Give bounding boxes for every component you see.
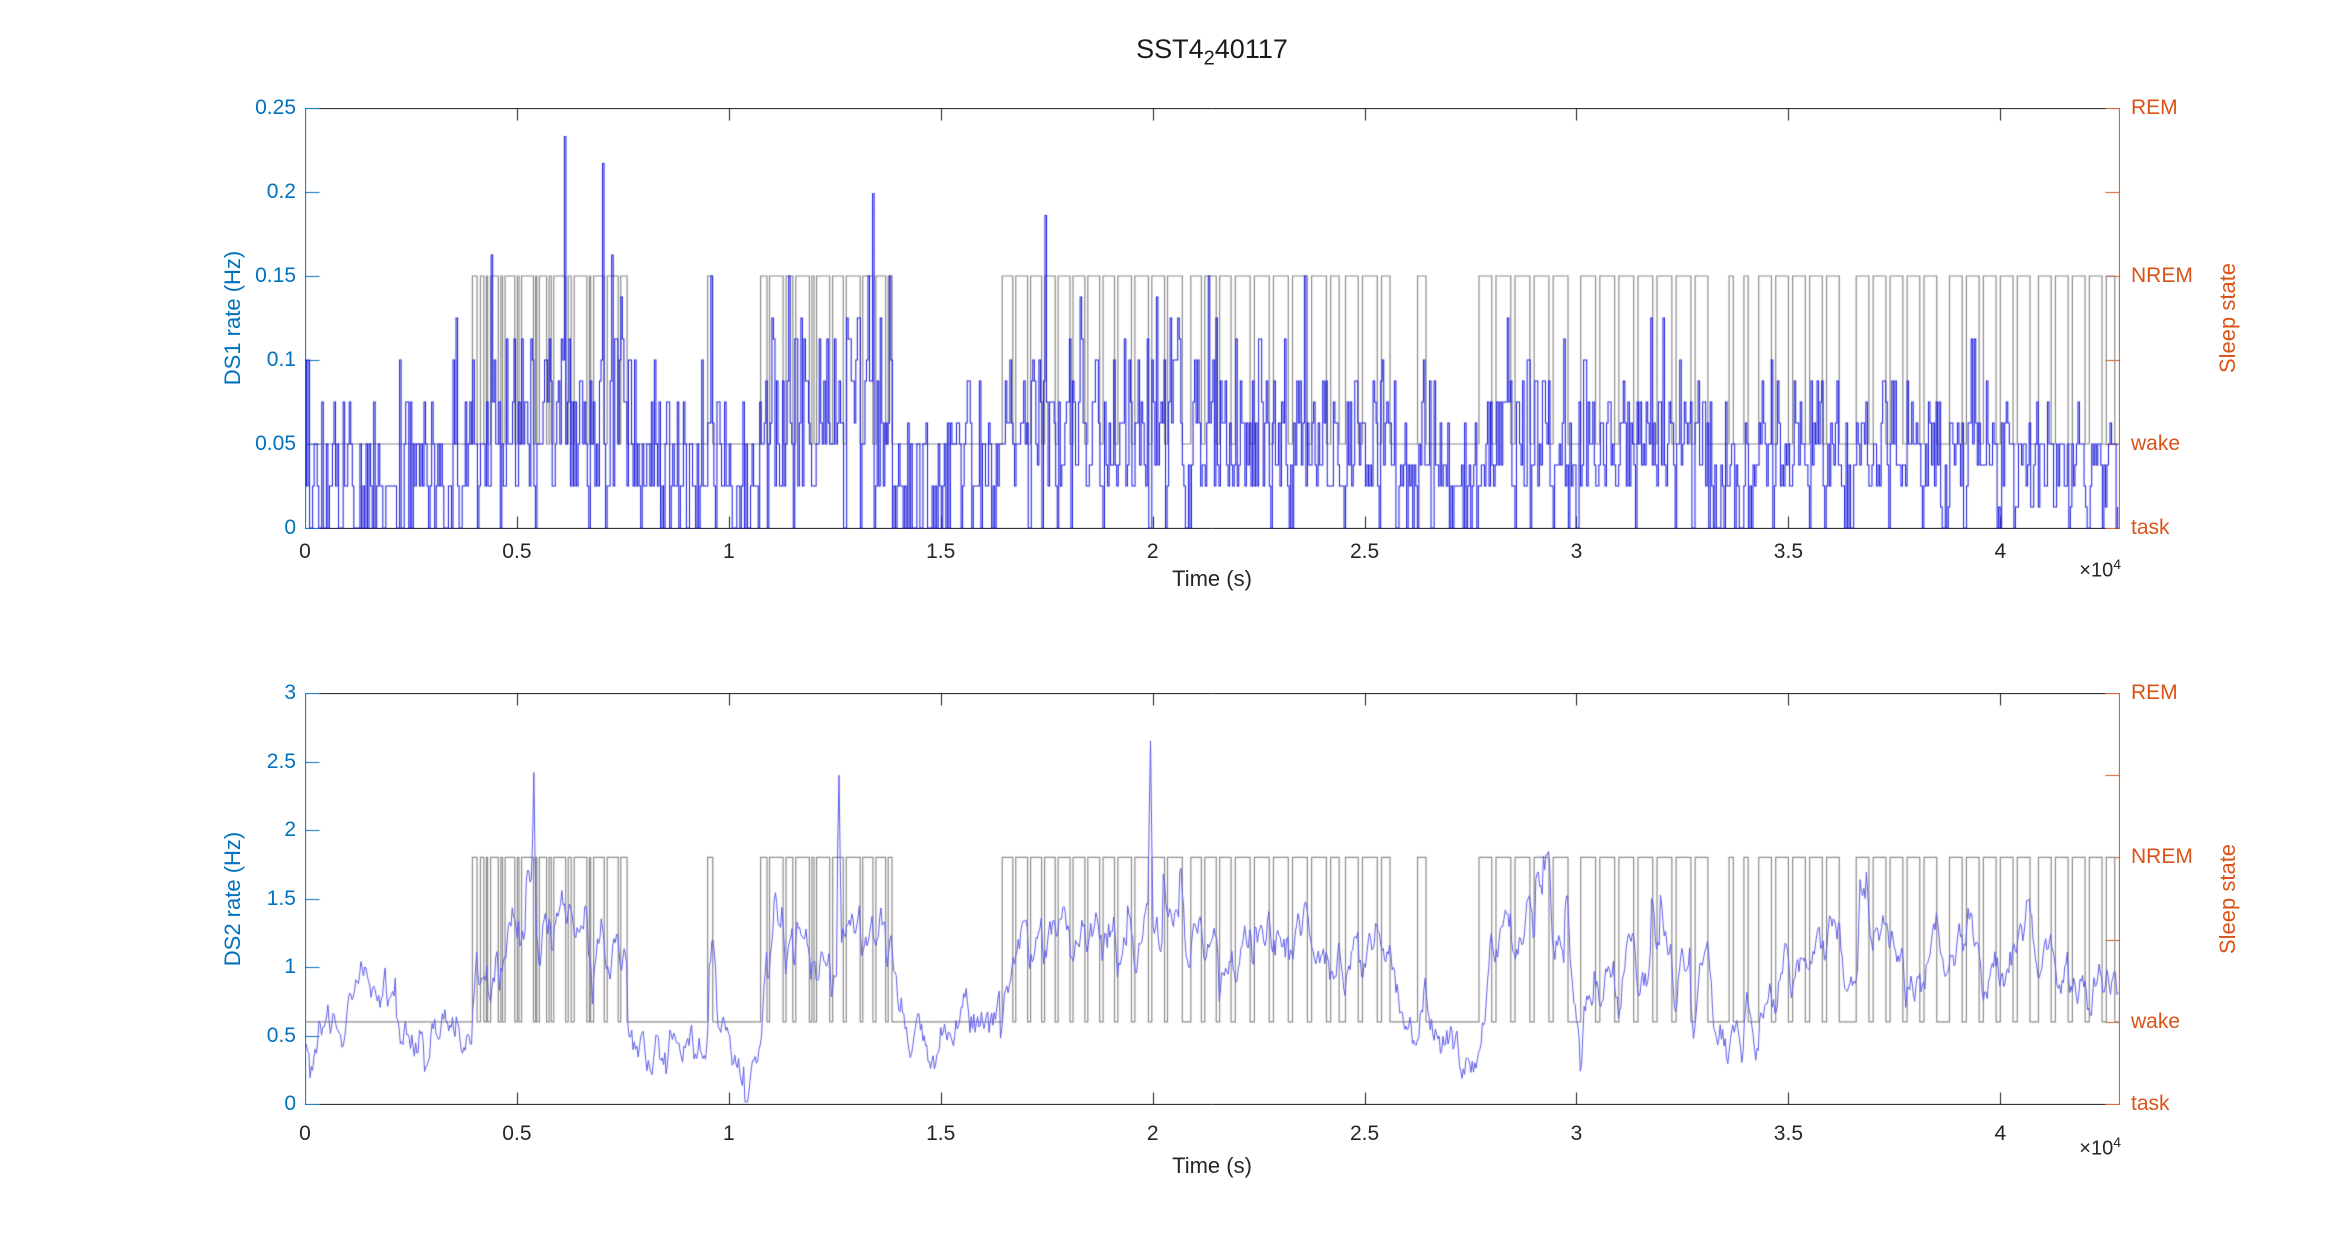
x-tick-label: 0.5 (502, 1122, 532, 1145)
time-axis-label-top: Time (s) (1172, 566, 1252, 591)
sleep-state-tick-label-nrem: NREM (2131, 845, 2193, 869)
time-axis-label-bottom: Time (s) (1172, 1153, 1252, 1178)
y-tick-label-left: 0.25 (255, 96, 296, 119)
x-tick-label: 0.5 (502, 540, 532, 563)
ds2-y-axis-label: DS2 rate (Hz) (220, 831, 245, 967)
y-tick-label-left: 1.5 (266, 886, 296, 910)
x-tick-label: 4 (1994, 540, 2007, 563)
figure-title-suffix: 40117 (1214, 34, 1288, 64)
sleep-state-tick-label-task: task (2131, 516, 2170, 539)
ds2-rate-plot-canvas (305, 693, 2120, 1105)
ds1-rate-plot-canvas (305, 108, 2120, 529)
x-tick-label: 4 (1994, 1122, 2007, 1145)
sleep-state-tick-label-rem: REM (2131, 96, 2178, 119)
y-tick-label-left: 3 (284, 681, 296, 704)
sleep-state-axis-label-bottom: Sleep state (2215, 843, 2240, 955)
y-tick-label-left: 0.2 (266, 180, 296, 203)
sleep-state-tick-label-wake: wake (2131, 1009, 2181, 1033)
y-tick-label-left: 0.1 (266, 348, 296, 371)
x-tick-label: 2.5 (1349, 1122, 1380, 1145)
figure-title-prefix: SST4 (1136, 34, 1204, 64)
sleep-state-tick-label-wake: wake (2131, 432, 2181, 455)
x-tick-label: 3.5 (1773, 540, 1804, 563)
x-tick-label: 3 (1570, 540, 1583, 563)
x-tick-label: 2 (1146, 1122, 1159, 1145)
x-tick-label: 2 (1146, 540, 1159, 563)
multiplier-base: ×10 (2079, 1137, 2114, 1160)
x-tick-label: 0 (299, 540, 311, 563)
y-tick-label-left: 0.15 (255, 264, 296, 287)
y-tick-label-left: 0.5 (266, 1023, 296, 1047)
multiplier-exponent: 4 (2113, 556, 2121, 572)
multiplier-exponent: 4 (2113, 1134, 2121, 1150)
sleep-state-tick-label-task: task (2131, 1092, 2170, 1115)
y-tick-label-left: 0 (284, 1092, 296, 1115)
x-tick-label: 0 (299, 1122, 311, 1145)
x-axis-multiplier-top: ×104 (2079, 556, 2121, 583)
figure-title: SST4240117 (1136, 34, 1288, 70)
x-tick-label: 2.5 (1349, 540, 1380, 563)
y-tick-label-left: 2.5 (266, 749, 296, 773)
x-tick-label: 1.5 (926, 1122, 956, 1145)
sleep-state-axis-label-top: Sleep state (2215, 262, 2240, 374)
x-tick-label: 3.5 (1773, 1122, 1804, 1145)
x-tick-label: 1 (722, 1122, 735, 1145)
y-tick-label-left: 1 (284, 955, 296, 978)
multiplier-base: ×10 (2079, 559, 2114, 582)
y-tick-label-left: 0 (284, 516, 296, 539)
x-tick-label: 1 (722, 540, 735, 563)
ds1-y-axis-label: DS1 rate (Hz) (220, 250, 245, 386)
sleep-state-tick-label-nrem: NREM (2131, 264, 2193, 287)
sleep-state-tick-label-rem: REM (2131, 681, 2178, 704)
x-tick-label: 1.5 (926, 540, 956, 563)
y-tick-label-left: 0.05 (255, 432, 296, 455)
y-tick-label-left: 2 (284, 818, 296, 841)
x-tick-label: 3 (1570, 1122, 1583, 1145)
figure-title-subscript: 2 (1203, 47, 1215, 70)
x-axis-multiplier-bottom: ×104 (2079, 1134, 2121, 1161)
